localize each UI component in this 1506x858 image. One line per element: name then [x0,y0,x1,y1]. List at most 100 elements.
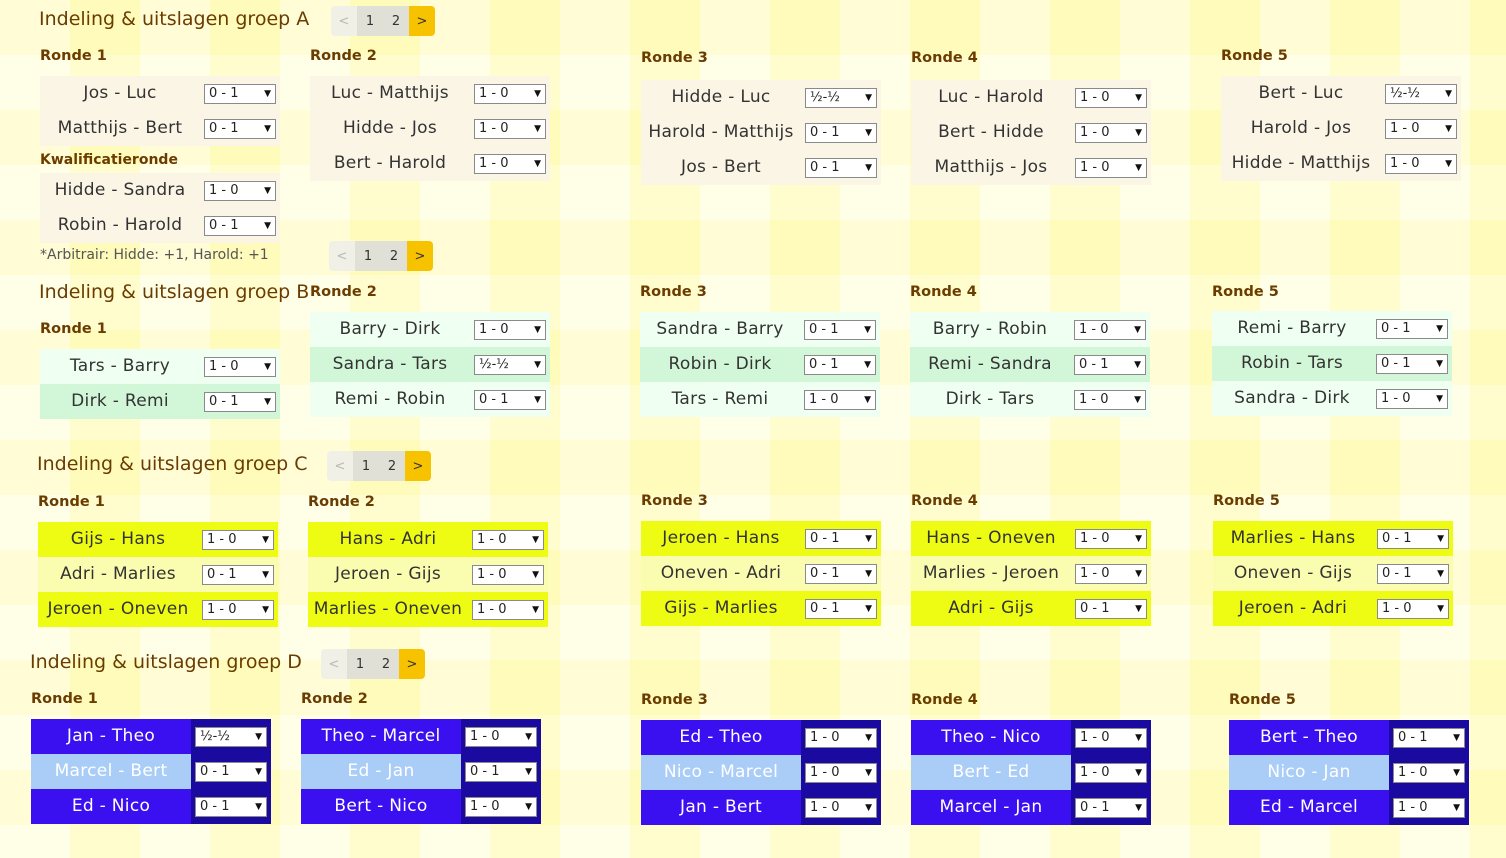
match-row: Jeroen - Adri 1 - 0 ▼ [1213,591,1453,626]
result-value: 1 - 0 [477,532,507,547]
match-row: Luc - Harold 1 - 0 ▼ [911,80,1151,115]
result-select[interactable]: 0 - 1 ▼ [195,761,267,782]
result-select[interactable]: 1 - 0 ▼ [472,599,544,620]
result-select[interactable]: 1 - 0 ▼ [1385,118,1457,139]
result-select[interactable]: 1 - 0 ▼ [474,118,546,139]
result-select[interactable]: 1 - 0 ▼ [1075,157,1147,178]
match-row: Matthijs - Jos 1 - 0 ▼ [911,150,1151,185]
result-select[interactable]: 0 - 1 ▼ [474,389,546,410]
result-select[interactable]: ½-½ ▼ [805,87,877,108]
result-select[interactable]: 1 - 0 ▼ [204,180,276,201]
match-row: Jeroen - Gijs 1 - 0 ▼ [308,557,548,592]
result-select[interactable]: ½-½ ▼ [1385,83,1457,104]
pager-page-1[interactable]: 1 [355,241,381,271]
match-row: Ed - Nico 0 - 1 ▼ [31,789,271,824]
match-row: Luc - Matthijs 1 - 0 ▼ [310,76,550,111]
result-cell: 0 - 1 ▼ [801,521,881,556]
result-select[interactable]: 1 - 0 ▼ [465,726,537,747]
result-select[interactable]: 0 - 1 ▼ [204,83,276,104]
result-cell: 1 - 0 ▼ [468,522,548,557]
result-cell: 0 - 1 ▼ [1373,556,1453,591]
result-select[interactable]: 1 - 0 ▼ [1075,727,1147,748]
result-select[interactable]: 1 - 0 ▼ [202,529,274,550]
pager-page-2[interactable]: 2 [379,451,405,481]
result-select[interactable]: 0 - 1 ▼ [1075,598,1147,619]
pager-page-2[interactable]: 2 [383,6,409,36]
result-select[interactable]: 1 - 0 ▼ [1075,762,1147,783]
result-select[interactable]: 1 - 0 ▼ [805,762,877,783]
pager-next-button[interactable]: > [405,451,431,481]
result-select[interactable]: 0 - 1 ▼ [805,563,877,584]
pager-prev-button[interactable]: < [331,6,357,36]
result-select[interactable]: 0 - 1 ▼ [1377,563,1449,584]
chevron-down-icon: ▼ [1436,323,1443,334]
result-select[interactable]: 1 - 0 ▼ [1393,762,1465,783]
match-row: Barry - Dirk 1 - 0 ▼ [310,312,550,347]
result-select[interactable]: 1 - 0 ▼ [474,319,546,340]
pager-prev-button[interactable]: < [321,649,347,679]
result-select[interactable]: ½-½ ▼ [195,726,267,747]
result-select[interactable]: 1 - 0 ▼ [1376,388,1448,409]
pager-page-1[interactable]: 1 [353,451,379,481]
chevron-down-icon: ▼ [865,533,872,544]
result-select[interactable]: 0 - 1 ▼ [805,528,877,549]
result-select[interactable]: 0 - 1 ▼ [805,157,877,178]
pager-next-button[interactable]: > [407,241,433,271]
pager-prev-button[interactable]: < [329,241,355,271]
match-pair: Hidde - Sandra [40,173,200,208]
result-select[interactable]: 1 - 0 ▼ [805,797,877,818]
result-select[interactable]: 1 - 0 ▼ [805,727,877,748]
result-select[interactable]: 0 - 1 ▼ [1075,797,1147,818]
result-select[interactable]: 1 - 0 ▼ [1393,797,1465,818]
pager-page-1[interactable]: 1 [347,649,373,679]
match-pair: Sandra - Dirk [1212,381,1372,416]
round-label: Ronde 4 [911,50,978,66]
result-select[interactable]: 1 - 0 ▼ [472,564,544,585]
result-select[interactable]: 0 - 1 ▼ [805,122,877,143]
pagination: <1 2 > [321,649,425,679]
result-select[interactable]: 1 - 0 ▼ [1385,153,1457,174]
result-select[interactable]: 0 - 1 ▼ [1376,318,1448,339]
result-select[interactable]: 0 - 1 ▼ [804,354,876,375]
result-select[interactable]: 1 - 0 ▼ [474,83,546,104]
result-select[interactable]: 1 - 0 ▼ [465,796,537,817]
result-select[interactable]: 0 - 1 ▼ [1074,354,1146,375]
pager-next-button[interactable]: > [409,6,435,36]
result-select[interactable]: 0 - 1 ▼ [204,118,276,139]
result-select[interactable]: 0 - 1 ▼ [804,319,876,340]
result-select[interactable]: 0 - 1 ▼ [1393,727,1465,748]
result-value: ½-½ [200,729,230,744]
pager-page-2[interactable]: 2 [381,241,407,271]
result-select[interactable]: 1 - 0 ▼ [1074,389,1146,410]
result-select[interactable]: 1 - 0 ▼ [204,356,276,377]
result-select[interactable]: 1 - 0 ▼ [1075,122,1147,143]
result-select[interactable]: 0 - 1 ▼ [465,761,537,782]
result-value: 1 - 0 [479,86,509,101]
result-select[interactable]: 0 - 1 ▼ [805,598,877,619]
result-select[interactable]: 0 - 1 ▼ [195,796,267,817]
result-select[interactable]: 1 - 0 ▼ [472,529,544,550]
match-pair: Hidde - Jos [310,111,470,146]
result-select[interactable]: ½-½ ▼ [474,354,546,375]
result-select[interactable]: 0 - 1 ▼ [204,215,276,236]
result-select[interactable]: 0 - 1 ▼ [1376,353,1448,374]
round-3: Ronde 3 Ed - Theo 1 - 0 ▼ Nico - Marcel 1 - 0… [641,692,881,832]
pager-next-button[interactable]: > [399,649,425,679]
result-select[interactable]: 1 - 0 ▼ [1075,87,1147,108]
result-select[interactable]: 0 - 1 ▼ [204,391,276,412]
result-select[interactable]: 1 - 0 ▼ [1377,598,1449,619]
match-pair: Oneven - Gijs [1213,556,1373,591]
result-select[interactable]: 1 - 0 ▼ [1075,528,1147,549]
pager-page-1[interactable]: 1 [357,6,383,36]
result-select[interactable]: 0 - 1 ▼ [202,564,274,585]
result-select[interactable]: 1 - 0 ▼ [804,389,876,410]
match-pair: Jan - Theo [31,719,191,754]
result-select[interactable]: 1 - 0 ▼ [474,153,546,174]
result-select[interactable]: 0 - 1 ▼ [1377,528,1449,549]
pager-prev-button[interactable]: < [327,451,353,481]
pager-page-2[interactable]: 2 [373,649,399,679]
chevron-down-icon: ▼ [534,394,541,405]
result-select[interactable]: 1 - 0 ▼ [1075,563,1147,584]
result-select[interactable]: 1 - 0 ▼ [1074,319,1146,340]
result-select[interactable]: 1 - 0 ▼ [202,599,274,620]
